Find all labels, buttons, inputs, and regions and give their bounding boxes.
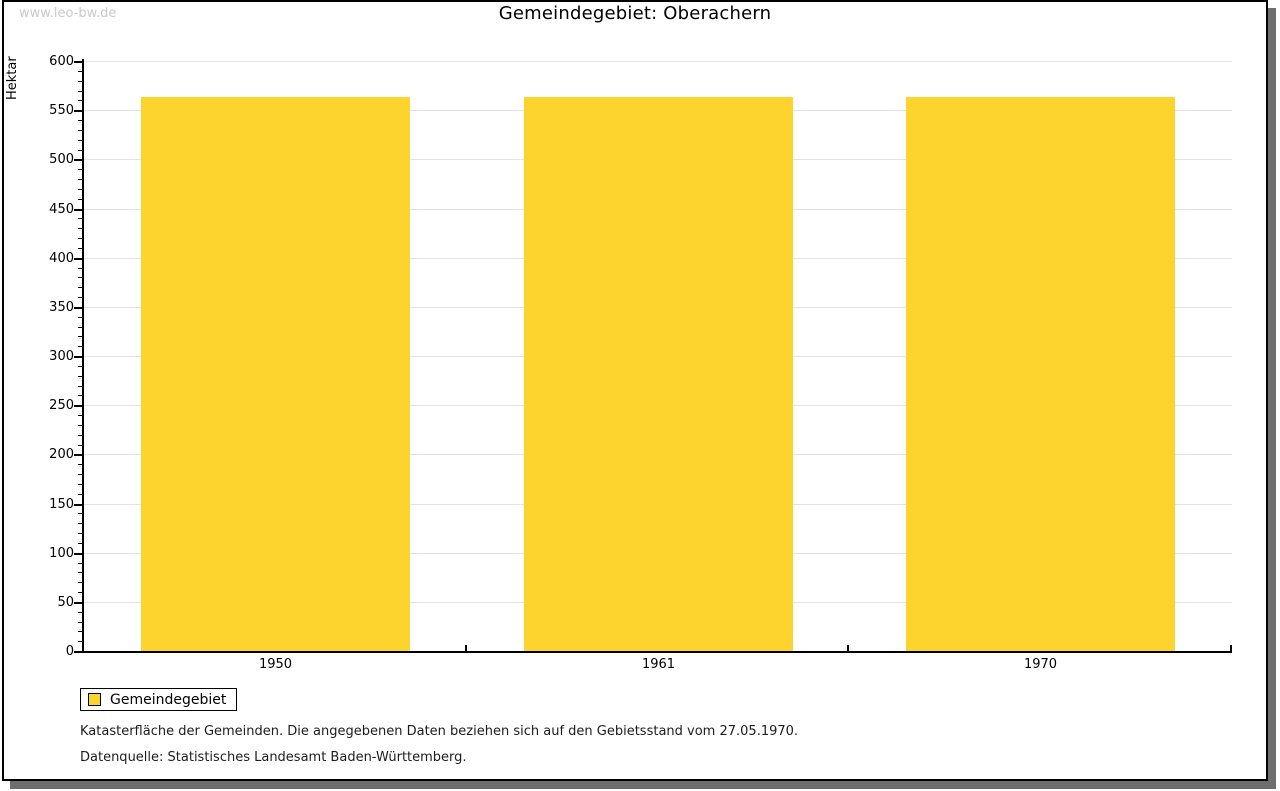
y-minor-tick (78, 218, 82, 219)
y-minor-tick (78, 563, 82, 564)
y-minor-tick (78, 248, 82, 249)
y-major-tick-300 (74, 356, 82, 358)
y-minor-tick (78, 150, 82, 151)
y-tick-label-50: 50 (57, 595, 74, 610)
watermark-url: www.leo-bw.de (19, 6, 117, 21)
y-major-tick-50 (74, 602, 82, 604)
y-minor-tick (78, 582, 82, 583)
y-minor-tick (78, 268, 82, 269)
y-major-tick-450 (74, 209, 82, 211)
y-minor-tick (78, 228, 82, 229)
y-minor-tick (78, 494, 82, 495)
y-tick-label-600: 600 (49, 54, 74, 69)
bar-1970 (906, 97, 1175, 651)
y-minor-tick (78, 71, 82, 72)
legend-box: Gemeindegebiet (80, 688, 238, 711)
y-major-tick-150 (74, 504, 82, 506)
y-tick-label-400: 400 (49, 251, 74, 266)
footnote-source: Datenquelle: Statistisches Landesamt Bad… (80, 750, 467, 765)
bar-1950 (141, 97, 410, 651)
y-minor-tick (78, 474, 82, 475)
y-minor-tick (78, 464, 82, 465)
y-tick-label-350: 350 (49, 300, 74, 315)
x-axis-line (82, 651, 1232, 653)
bar-1961 (524, 97, 793, 651)
y-tick-label-200: 200 (49, 447, 74, 462)
y-major-tick-250 (74, 405, 82, 407)
y-tick-label-450: 450 (49, 202, 74, 217)
y-minor-tick (78, 366, 82, 367)
y-minor-tick (78, 287, 82, 288)
y-major-tick-0 (74, 651, 82, 653)
y-tick-label-550: 550 (49, 103, 74, 118)
y-major-tick-550 (74, 110, 82, 112)
y-tick-label-300: 300 (49, 349, 74, 364)
y-minor-tick (78, 327, 82, 328)
y-minor-tick (78, 612, 82, 613)
y-minor-tick (78, 336, 82, 337)
y-axis-line (82, 59, 84, 653)
y-minor-tick (78, 179, 82, 180)
y-tick-label-500: 500 (49, 152, 74, 167)
y-minor-tick (78, 169, 82, 170)
x-boundary-tick (1230, 645, 1232, 651)
y-major-tick-500 (74, 159, 82, 161)
y-minor-tick (78, 622, 82, 623)
y-minor-tick (78, 91, 82, 92)
chart-title: Gemeindegebiet: Oberachern (498, 3, 772, 24)
y-minor-tick (78, 435, 82, 436)
footnote-description: Katasterfläche der Gemeinden. Die angege… (80, 724, 799, 739)
y-minor-tick (78, 592, 82, 593)
y-minor-tick (78, 641, 82, 642)
y-minor-tick (78, 297, 82, 298)
y-minor-tick (78, 523, 82, 524)
y-minor-tick (78, 425, 82, 426)
legend-label: Gemeindegebiet (110, 691, 227, 708)
gridline-600 (84, 61, 1232, 62)
y-minor-tick (78, 346, 82, 347)
y-minor-tick (78, 130, 82, 131)
y-minor-tick (78, 445, 82, 446)
y-major-tick-100 (74, 553, 82, 555)
y-major-tick-400 (74, 258, 82, 260)
y-minor-tick (78, 376, 82, 377)
y-minor-tick (78, 484, 82, 485)
y-minor-tick (78, 317, 82, 318)
y-minor-tick (78, 513, 82, 514)
y-minor-tick (78, 100, 82, 101)
y-minor-tick (78, 533, 82, 534)
x-boundary-tick (465, 645, 467, 651)
y-minor-tick (78, 572, 82, 573)
y-minor-tick (78, 631, 82, 632)
y-minor-tick (78, 386, 82, 387)
y-tick-label-100: 100 (49, 546, 74, 561)
y-tick-label-150: 150 (49, 497, 74, 512)
y-tick-label-250: 250 (49, 398, 74, 413)
x-tick-label-1970: 1970 (1023, 657, 1058, 672)
legend-swatch-gemeindegebiet (88, 693, 101, 706)
y-minor-tick (78, 543, 82, 544)
y-tick-label-0: 0 (65, 644, 74, 659)
y-axis-label: Hektar (5, 56, 20, 100)
y-minor-tick (78, 238, 82, 239)
y-minor-tick (78, 415, 82, 416)
x-tick-label-1950: 1950 (258, 657, 293, 672)
y-minor-tick (78, 395, 82, 396)
y-major-tick-600 (74, 61, 82, 63)
y-minor-tick (78, 81, 82, 82)
x-tick-label-1961: 1961 (641, 657, 676, 672)
y-minor-tick (78, 277, 82, 278)
y-major-tick-200 (74, 454, 82, 456)
y-minor-tick (78, 199, 82, 200)
y-minor-tick (78, 189, 82, 190)
y-major-tick-350 (74, 307, 82, 309)
y-minor-tick (78, 140, 82, 141)
x-boundary-tick (847, 645, 849, 651)
y-minor-tick (78, 120, 82, 121)
